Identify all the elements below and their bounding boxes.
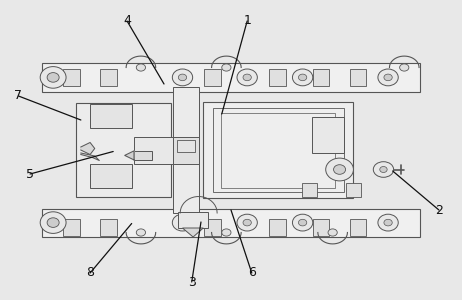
- Bar: [100, 219, 117, 236]
- Bar: [42, 63, 420, 92]
- Bar: [269, 69, 286, 85]
- Ellipse shape: [292, 214, 313, 231]
- Ellipse shape: [47, 73, 59, 82]
- Bar: [350, 69, 366, 85]
- Bar: [204, 69, 221, 85]
- Bar: [302, 183, 317, 196]
- Ellipse shape: [292, 69, 313, 86]
- Ellipse shape: [334, 165, 346, 174]
- Polygon shape: [125, 151, 134, 160]
- Ellipse shape: [40, 67, 66, 88]
- Bar: [42, 208, 420, 237]
- Ellipse shape: [328, 229, 337, 236]
- Bar: [173, 136, 199, 164]
- Ellipse shape: [172, 69, 193, 86]
- Text: 1: 1: [243, 14, 251, 28]
- Bar: [178, 212, 208, 228]
- Bar: [203, 102, 353, 198]
- Ellipse shape: [378, 214, 398, 231]
- Bar: [63, 69, 80, 85]
- Text: 5: 5: [26, 167, 34, 181]
- Ellipse shape: [172, 214, 193, 231]
- Polygon shape: [81, 153, 99, 160]
- Ellipse shape: [380, 167, 387, 172]
- Bar: [269, 219, 286, 236]
- Bar: [312, 117, 344, 153]
- Bar: [63, 219, 80, 236]
- Bar: [346, 183, 361, 196]
- Bar: [204, 219, 221, 236]
- Ellipse shape: [298, 74, 307, 81]
- Text: 7: 7: [14, 89, 23, 103]
- Bar: [134, 151, 152, 160]
- Bar: [177, 140, 195, 152]
- Ellipse shape: [136, 64, 146, 71]
- Text: 6: 6: [248, 266, 256, 280]
- Bar: [350, 219, 366, 236]
- Text: 2: 2: [435, 203, 443, 217]
- Ellipse shape: [237, 69, 257, 86]
- Bar: [90, 103, 132, 127]
- Bar: [313, 219, 329, 236]
- Text: 8: 8: [86, 266, 94, 280]
- Bar: [90, 164, 132, 188]
- Bar: [213, 108, 344, 192]
- Ellipse shape: [222, 229, 231, 236]
- Polygon shape: [182, 228, 203, 237]
- Ellipse shape: [222, 64, 231, 71]
- Text: 3: 3: [188, 275, 196, 289]
- Bar: [76, 103, 171, 196]
- Ellipse shape: [373, 162, 394, 177]
- Bar: [313, 69, 329, 85]
- Ellipse shape: [384, 74, 392, 81]
- Bar: [100, 69, 117, 85]
- Ellipse shape: [136, 229, 146, 236]
- Bar: [134, 136, 176, 164]
- Polygon shape: [81, 142, 95, 154]
- Ellipse shape: [243, 74, 251, 81]
- Ellipse shape: [326, 158, 353, 181]
- Ellipse shape: [243, 219, 251, 226]
- Ellipse shape: [47, 218, 59, 227]
- Ellipse shape: [178, 219, 187, 226]
- Ellipse shape: [237, 214, 257, 231]
- Ellipse shape: [178, 74, 187, 81]
- Ellipse shape: [40, 212, 66, 233]
- Bar: [173, 87, 199, 213]
- Ellipse shape: [384, 219, 392, 226]
- Ellipse shape: [298, 219, 307, 226]
- Bar: [221, 112, 335, 188]
- Ellipse shape: [378, 69, 398, 86]
- Text: 4: 4: [123, 14, 131, 28]
- Ellipse shape: [400, 64, 409, 71]
